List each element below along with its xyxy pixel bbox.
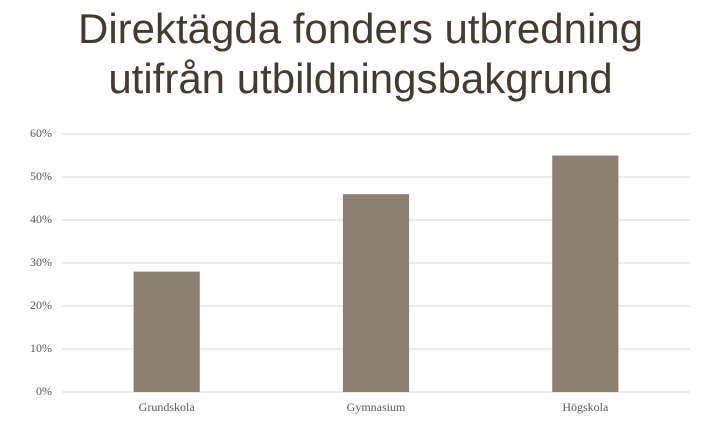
bar bbox=[552, 155, 619, 392]
y-tick-label: 60% bbox=[30, 126, 52, 140]
y-tick-label: 10% bbox=[30, 341, 52, 355]
chart-title: Direktägda fonders utbredning utifrån ut… bbox=[77, 5, 644, 102]
y-tick-label: 0% bbox=[36, 384, 52, 398]
x-tick-label: Grundskola bbox=[139, 400, 196, 414]
x-tick-label: Gymnasium bbox=[347, 400, 406, 414]
bar bbox=[133, 271, 200, 392]
y-tick-label: 50% bbox=[30, 169, 52, 183]
y-tick-label: 30% bbox=[30, 255, 52, 269]
bar bbox=[342, 194, 410, 392]
x-tick-label: Högskola bbox=[562, 400, 609, 414]
y-tick-label: 20% bbox=[30, 298, 52, 312]
y-tick-label: 40% bbox=[30, 212, 52, 226]
